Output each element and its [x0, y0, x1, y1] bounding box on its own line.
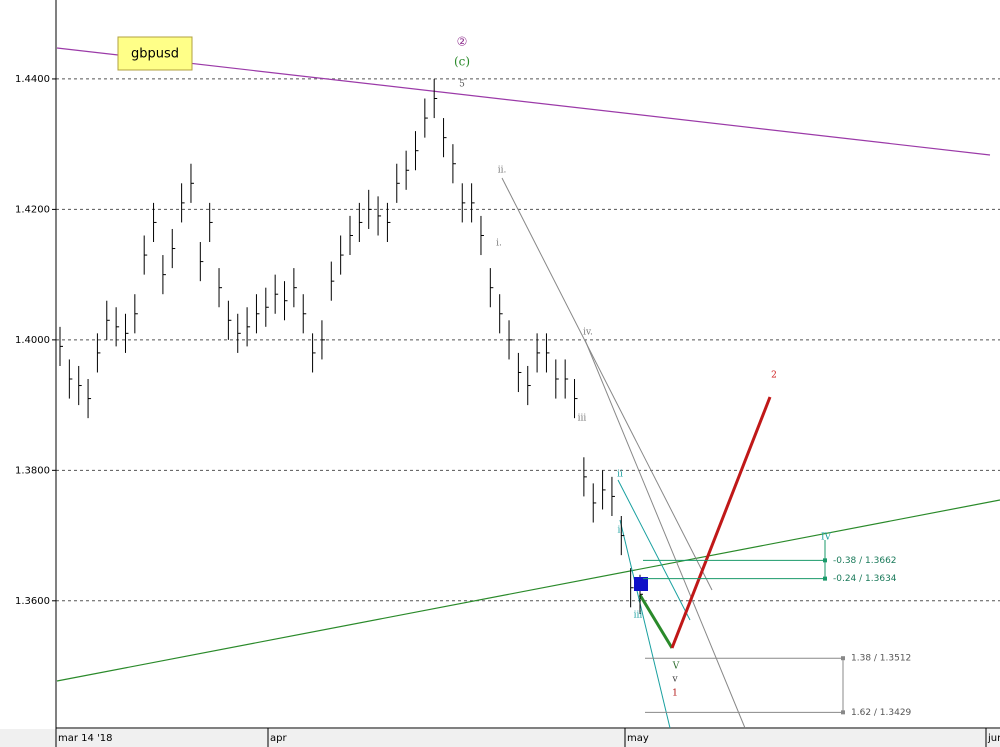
wave-label: iv. — [583, 328, 593, 338]
y-tick-label: 1.4200 — [15, 204, 50, 215]
channel-line — [584, 339, 746, 729]
wave-label: V — [672, 662, 680, 672]
trendline — [56, 499, 1000, 682]
fib-handle — [823, 576, 827, 581]
fib-label: 1.62 / 1.3429 — [851, 708, 912, 718]
wave-label: ii. — [498, 166, 507, 176]
fib-handle — [823, 558, 827, 563]
wave-label: ② — [457, 35, 468, 49]
wave-label: i. — [496, 239, 502, 249]
wave-label: IV — [821, 533, 832, 543]
grid — [56, 78, 1000, 602]
y-tick-label: 1.4400 — [15, 74, 50, 85]
fib-handle — [841, 710, 845, 715]
symbol-note — [117, 36, 193, 71]
wave-label: v — [671, 675, 678, 685]
channel-line — [501, 177, 713, 591]
wave-label: 1 — [672, 689, 678, 699]
fib-label: -0.24 / 1.3634 — [833, 574, 897, 584]
projection-line — [638, 594, 674, 649]
y-tick-label: 1.3800 — [15, 465, 50, 476]
wave-label: iii — [634, 611, 643, 621]
x-tick-label: apr — [270, 733, 287, 744]
y-tick-label: 1.3600 — [15, 596, 50, 607]
wave-label: iii — [578, 414, 587, 424]
symbol: gbpusd — [131, 47, 179, 62]
fib-label: -0.38 / 1.3662 — [833, 556, 897, 566]
wave-label: i — [618, 526, 621, 536]
wave-label: 2 — [771, 371, 777, 381]
trendline — [56, 47, 991, 156]
fib-label: 1.38 / 1.3512 — [851, 654, 911, 664]
channel-line — [617, 479, 691, 621]
x-tick-label: jun — [987, 733, 1000, 744]
x-tick-label: may — [627, 733, 649, 744]
y-tick-label: 1.4000 — [15, 335, 50, 346]
wave-label: 5 — [459, 80, 465, 90]
fib-handle — [841, 656, 845, 661]
projection-line — [670, 396, 772, 649]
wave-label: ii — [617, 470, 623, 480]
x-axis-band — [0, 729, 1000, 747]
channel-line — [619, 519, 671, 729]
x-tick-label: mar 14 '18 — [58, 733, 113, 744]
wave-label: (c) — [454, 55, 470, 69]
marker — [634, 577, 648, 591]
bars — [59, 78, 643, 614]
